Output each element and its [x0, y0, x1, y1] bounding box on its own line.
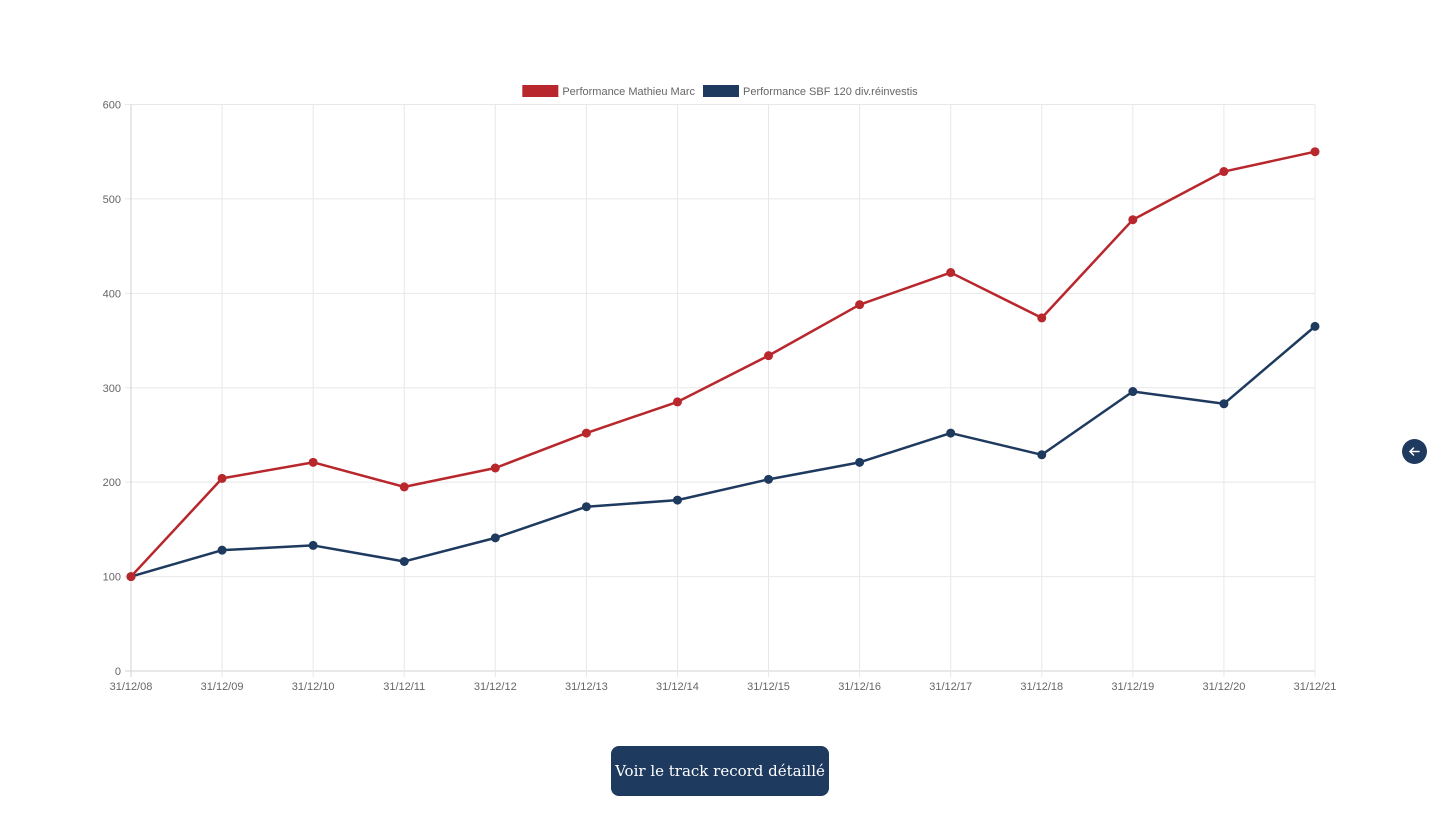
data-point[interactable]	[581, 502, 591, 512]
data-point[interactable]	[399, 556, 409, 566]
y-tick-label: 400	[103, 288, 121, 300]
data-point[interactable]	[672, 397, 682, 407]
data-point[interactable]	[672, 495, 682, 505]
data-point[interactable]	[1219, 399, 1229, 409]
data-point[interactable]	[490, 463, 500, 473]
y-tick-label: 0	[115, 666, 121, 678]
data-point[interactable]	[855, 300, 865, 310]
x-tick-label: 31/12/08	[110, 681, 153, 693]
x-tick-label: 31/12/10	[292, 681, 335, 693]
arrow-left-icon	[1409, 447, 1420, 456]
legend-label[interactable]: Performance SBF 120 div.réinvestis	[743, 86, 918, 98]
x-tick-label: 31/12/17	[929, 681, 972, 693]
x-tick-label: 31/12/13	[565, 681, 608, 693]
data-point[interactable]	[308, 457, 318, 467]
x-tick-label: 31/12/18	[1020, 681, 1063, 693]
data-point[interactable]	[1219, 167, 1229, 177]
x-tick-label: 31/12/14	[656, 681, 699, 693]
data-point[interactable]	[764, 474, 774, 484]
data-point[interactable]	[490, 533, 500, 543]
legend-label[interactable]: Performance Mathieu Marc	[562, 86, 695, 98]
y-tick-label: 300	[103, 383, 121, 395]
data-point[interactable]	[764, 351, 774, 361]
data-point[interactable]	[1037, 313, 1047, 323]
track-record-button[interactable]: Voir le track record détaillé	[611, 746, 829, 796]
back-button[interactable]	[1402, 439, 1427, 464]
x-tick-label: 31/12/12	[474, 681, 517, 693]
data-point[interactable]	[946, 268, 956, 278]
data-point[interactable]	[217, 545, 227, 555]
x-tick-label: 31/12/20	[1203, 681, 1246, 693]
y-tick-label: 600	[103, 100, 121, 112]
y-tick-label: 100	[103, 572, 121, 584]
data-point[interactable]	[1128, 387, 1138, 397]
data-point[interactable]	[308, 540, 318, 550]
x-tick-label: 31/12/09	[201, 681, 244, 693]
series-line	[130, 150, 1316, 578]
chart-series	[126, 147, 1320, 582]
series-line	[130, 325, 1316, 578]
legend-swatch	[522, 85, 559, 97]
x-tick-label: 31/12/15	[747, 681, 790, 693]
x-tick-label: 31/12/21	[1294, 681, 1337, 693]
chart-axes: 0 100 200 300 400 500 600 31/12/08 31/12/09 31/12…	[103, 100, 1337, 694]
data-point[interactable]	[1037, 450, 1047, 460]
chart-grid	[125, 104, 1316, 677]
data-point[interactable]	[946, 428, 956, 438]
data-point[interactable]	[581, 428, 591, 438]
legend-swatch	[703, 85, 740, 97]
data-point[interactable]	[1310, 321, 1320, 331]
chart-legend: Performance Mathieu Marc Performance SBF …	[522, 85, 918, 98]
data-point[interactable]	[126, 572, 136, 582]
x-tick-label: 31/12/11	[383, 681, 425, 693]
data-point[interactable]	[855, 457, 865, 467]
x-tick-label: 31/12/16	[838, 681, 881, 693]
y-tick-label: 200	[103, 477, 121, 489]
data-point[interactable]	[399, 482, 409, 492]
y-tick-label: 500	[103, 194, 121, 206]
data-point[interactable]	[1128, 215, 1138, 225]
data-point[interactable]	[217, 473, 227, 483]
x-tick-label: 31/12/19	[1111, 681, 1154, 693]
data-point[interactable]	[1310, 147, 1320, 157]
